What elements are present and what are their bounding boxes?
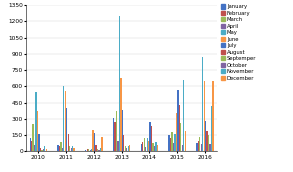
Bar [41, 150, 42, 151]
Bar [183, 80, 184, 151]
Bar [171, 132, 173, 151]
Bar [62, 148, 63, 151]
Bar [201, 144, 202, 151]
Bar [182, 145, 183, 151]
Bar [204, 81, 205, 151]
Bar [98, 150, 100, 151]
Bar [152, 143, 154, 151]
Bar [71, 148, 72, 151]
Bar [31, 141, 32, 151]
Bar [205, 121, 206, 151]
Bar [180, 123, 181, 151]
Bar [209, 144, 211, 151]
Bar [94, 133, 95, 151]
Bar [46, 149, 47, 151]
Bar [179, 105, 180, 151]
Bar [33, 124, 34, 151]
Bar [207, 131, 208, 151]
Bar [144, 138, 145, 151]
Bar [176, 114, 177, 151]
Bar [88, 149, 89, 151]
Legend: January, February, March, April, May, June, July, August, Septemper, October, No: January, February, March, April, May, Ju… [219, 2, 258, 83]
Bar [173, 143, 174, 151]
Bar [69, 146, 70, 151]
Bar [120, 78, 122, 151]
Bar [40, 148, 41, 151]
Bar [89, 150, 91, 151]
Bar [59, 147, 60, 151]
Bar [72, 146, 73, 151]
Bar [35, 92, 37, 151]
Bar [146, 138, 148, 151]
Bar [117, 141, 119, 151]
Bar [208, 135, 209, 151]
Bar [101, 137, 103, 151]
Bar [142, 142, 143, 151]
Bar [125, 146, 126, 151]
Bar [196, 143, 197, 151]
Bar [170, 138, 171, 151]
Bar [37, 111, 38, 151]
Bar [38, 134, 40, 151]
Bar [211, 106, 212, 151]
Bar [44, 146, 45, 151]
Bar [95, 145, 97, 151]
Bar [30, 138, 31, 151]
Bar [57, 145, 59, 151]
Bar [100, 148, 101, 151]
Bar [154, 147, 155, 151]
Bar [145, 147, 146, 151]
Bar [66, 108, 67, 151]
Bar [141, 144, 142, 151]
Bar [92, 130, 94, 151]
Bar [155, 142, 157, 151]
Bar [65, 91, 66, 151]
Bar [123, 135, 125, 151]
Bar [116, 111, 117, 151]
Bar [177, 90, 178, 151]
Bar [122, 110, 123, 151]
Bar [63, 86, 64, 151]
Bar [113, 118, 114, 151]
Bar [86, 149, 88, 151]
Bar [85, 150, 86, 151]
Bar [148, 141, 149, 151]
Bar [198, 141, 199, 151]
Bar [43, 149, 44, 151]
Bar [185, 131, 186, 151]
Bar [91, 149, 92, 151]
Bar [174, 134, 176, 151]
Bar [149, 122, 151, 151]
Bar [60, 142, 62, 151]
Bar [129, 145, 130, 151]
Bar [34, 145, 35, 151]
Bar [114, 122, 116, 151]
Bar [97, 149, 98, 151]
Bar [119, 16, 120, 151]
Bar [68, 134, 69, 151]
Bar [212, 81, 214, 151]
Bar [74, 148, 75, 151]
Bar [127, 146, 129, 151]
Bar [199, 137, 200, 151]
Bar [168, 135, 170, 151]
Bar [126, 148, 127, 151]
Bar [151, 126, 152, 151]
Bar [157, 145, 158, 151]
Bar [202, 57, 203, 151]
